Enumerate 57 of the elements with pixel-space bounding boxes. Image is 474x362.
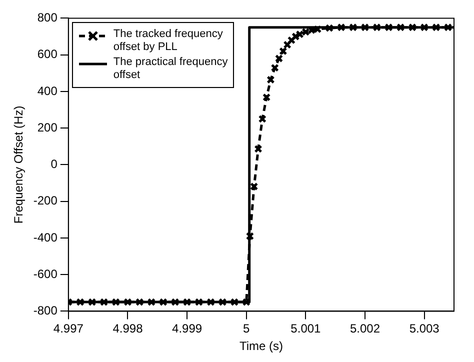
- point: [262, 93, 271, 102]
- point: [302, 28, 310, 36]
- point: [147, 298, 156, 306]
- x-tick-label: 5.001: [290, 322, 322, 336]
- point: [337, 23, 346, 32]
- y-tick-label: -800: [33, 304, 58, 318]
- x-tick-label: 4.998: [112, 322, 144, 336]
- point: [246, 232, 254, 240]
- point: [270, 64, 279, 72]
- point: [360, 23, 370, 32]
- point: [432, 23, 440, 32]
- x-tick-label: 5: [243, 322, 250, 336]
- point: [218, 298, 227, 306]
- point: [171, 298, 180, 306]
- x-tick-label: 5.003: [409, 322, 440, 336]
- y-tick-label: 800: [37, 10, 58, 25]
- point: [266, 76, 275, 84]
- point: [349, 23, 358, 32]
- x-tick-label: 5.002: [350, 322, 380, 336]
- y-tick-label: 400: [37, 84, 58, 98]
- point: [242, 298, 250, 306]
- point: [124, 298, 132, 306]
- point: [88, 298, 96, 306]
- y-tick-label: -600: [33, 266, 58, 281]
- y-tick-label: 200: [37, 120, 58, 134]
- y-tick-label: -400: [33, 230, 58, 244]
- point: [76, 298, 84, 306]
- x-tick-label: 4.999: [172, 322, 202, 336]
- point: [136, 298, 144, 306]
- point: [313, 25, 322, 34]
- y-tick-label: 0: [50, 157, 58, 172]
- legend-label: The practical frequency offset: [113, 56, 228, 82]
- point: [444, 23, 452, 32]
- y-axis-title: Frequency Offset (Hz): [12, 106, 26, 224]
- point: [258, 114, 266, 123]
- point: [372, 23, 381, 32]
- x-tick-label: 4.997: [53, 322, 84, 336]
- point: [194, 298, 203, 306]
- point: [112, 298, 120, 306]
- point: [159, 298, 168, 306]
- x-axis-title: Time (s): [239, 339, 283, 354]
- point: [384, 23, 393, 32]
- point: [292, 32, 300, 41]
- point: [182, 298, 192, 306]
- point: [206, 298, 215, 306]
- y-tick-label: 600: [37, 47, 58, 62]
- point: [254, 144, 262, 154]
- point: [100, 298, 108, 306]
- legend-label: The tracked frequency offset by PLL: [113, 28, 224, 54]
- point: [325, 24, 334, 32]
- point: [250, 182, 258, 191]
- y-tick-label: -200: [33, 194, 58, 208]
- point: [420, 23, 428, 32]
- point: [396, 23, 405, 32]
- point: [230, 298, 239, 306]
- point: [408, 23, 417, 32]
- point: [296, 30, 304, 38]
